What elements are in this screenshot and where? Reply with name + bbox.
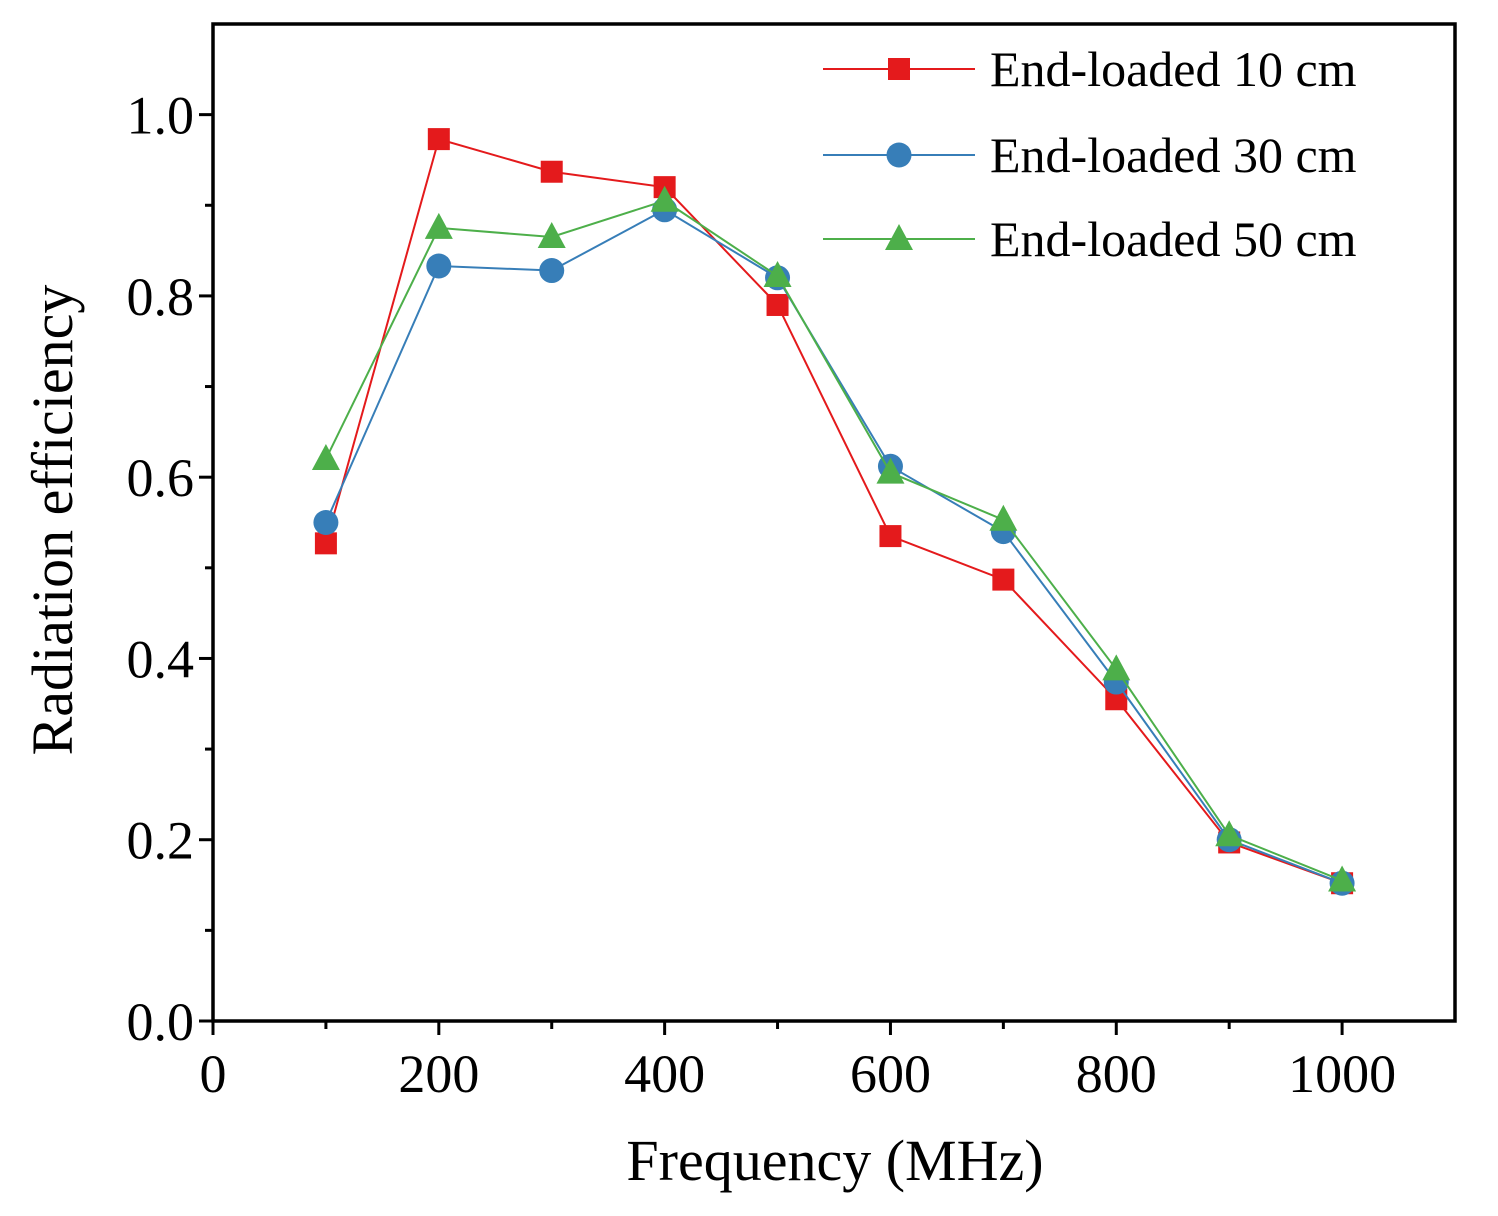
x-tick-label: 0: [200, 1044, 227, 1104]
series-3: [311, 185, 1357, 892]
plot-frame: [211, 22, 1457, 1023]
data-point: [650, 185, 679, 212]
legend-label: End-loaded 10 cm: [990, 41, 1357, 97]
data-point: [426, 253, 452, 279]
data-point: [879, 525, 902, 548]
data-point: [1215, 820, 1244, 847]
y-tick-label: 0.8: [127, 267, 195, 327]
y-tick-label: 0.4: [127, 629, 195, 689]
y-tick-label: 0.0: [127, 992, 195, 1052]
x-tick-label: 600: [850, 1044, 931, 1104]
data-point: [313, 510, 339, 535]
data-point: [311, 444, 340, 471]
legend-label: End-loaded 30 cm: [990, 127, 1357, 183]
legend-marker: [886, 142, 912, 168]
legend-label: End-loaded 50 cm: [990, 211, 1357, 267]
y-tick-label: 0.2: [127, 811, 195, 871]
data-point: [1102, 654, 1131, 681]
data-point: [540, 160, 563, 183]
data-point: [1105, 688, 1128, 711]
legend-entry-1: End-loaded 10 cm: [823, 41, 1357, 97]
data-point: [314, 532, 337, 555]
data-point: [427, 128, 450, 151]
data-point: [992, 568, 1015, 591]
data-point: [989, 504, 1018, 531]
legend-entry-3: End-loaded 50 cm: [823, 211, 1357, 267]
data-point: [763, 260, 792, 287]
y-tick-label: 1.0: [127, 86, 195, 146]
x-tick-label: 800: [1076, 1044, 1157, 1104]
data-point: [1328, 865, 1357, 892]
data-point: [766, 293, 789, 316]
x-tick-label: 200: [398, 1044, 479, 1104]
series-line: [324, 208, 1343, 885]
series-line: [325, 199, 1343, 882]
data-point: [876, 457, 905, 484]
data-point: [537, 221, 566, 248]
series-line: [324, 137, 1343, 885]
y-axis-title: Radiation efficiency: [20, 285, 85, 756]
data-point: [424, 212, 453, 239]
legend-marker: [885, 224, 913, 250]
legend-marker: [888, 58, 910, 80]
x-axis-title: Frequency (MHz): [626, 1128, 1043, 1193]
x-tick-label: 400: [624, 1044, 705, 1104]
x-tick-label: 1000: [1288, 1044, 1396, 1104]
legend-entry-2: End-loaded 30 cm: [823, 127, 1357, 183]
data-point: [539, 258, 565, 284]
y-tick-label: 0.6: [127, 448, 195, 508]
